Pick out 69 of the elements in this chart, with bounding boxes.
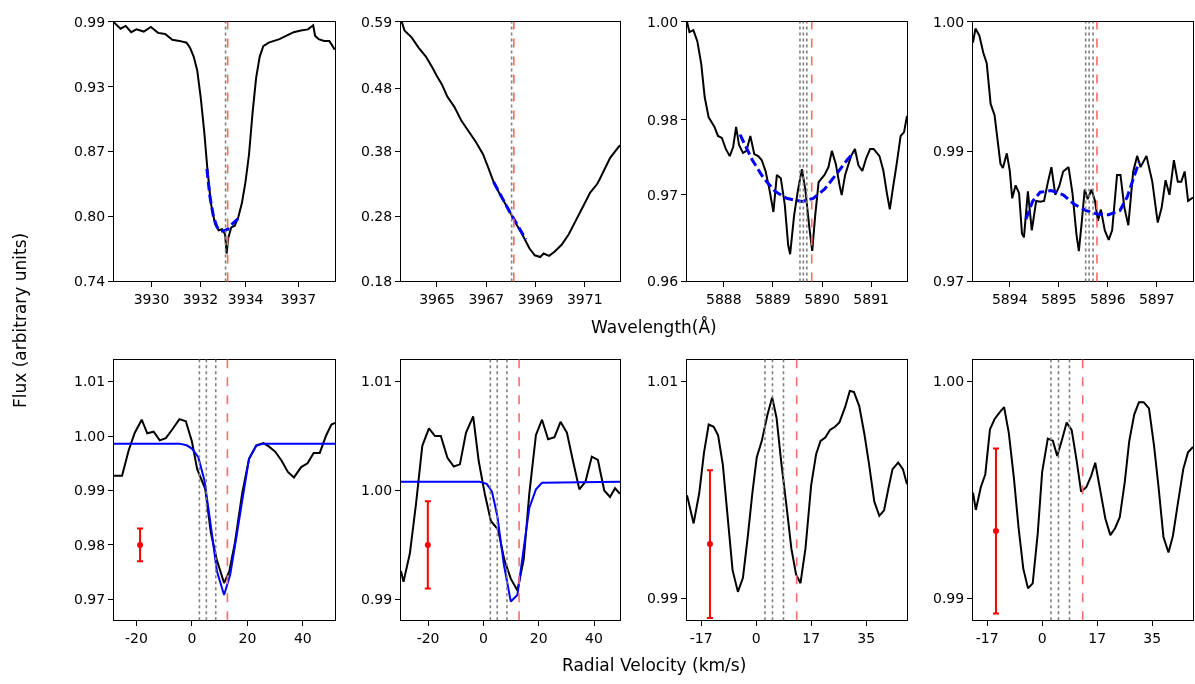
x-tick-label: 5894: [991, 291, 1028, 308]
x-tick-label: -17: [689, 630, 713, 647]
x-tick-label: 5888: [706, 291, 742, 308]
x-tick-label: 3967: [468, 291, 505, 308]
x-tick-label: -20: [416, 630, 440, 647]
line-series: [114, 442, 335, 597]
x-tick-label: 0: [187, 630, 197, 647]
y-tick-label: 0.99: [647, 590, 679, 607]
y-tick-label: 0.38: [361, 143, 393, 160]
x-tick-label: 3932: [182, 291, 219, 308]
x-tick-label: 3930: [133, 291, 170, 308]
x-tick-label: 0: [478, 630, 488, 647]
x-tick-label: 3937: [280, 291, 317, 308]
x-tick-label: 3969: [517, 291, 554, 308]
y-tick-label: 1.01: [74, 373, 106, 390]
x-tick-label: 5895: [1040, 291, 1077, 308]
y-tick-label: 0.99: [361, 591, 393, 608]
x-tick-label: 3971: [566, 291, 603, 308]
x-tick-label: 3965: [419, 291, 455, 308]
y-tick-label: 0.98: [74, 536, 106, 553]
y-tick-label: 1.00: [647, 13, 679, 30]
x-tick-label: 35: [857, 630, 876, 647]
line-series: [401, 480, 620, 603]
y-tick-label: 0.28: [361, 208, 393, 225]
x-tick-label: 17: [802, 630, 821, 647]
y-tick-label: 1.00: [933, 372, 965, 389]
x-tick-label: 35: [1143, 630, 1162, 647]
y-tick-label: 0.87: [74, 143, 106, 160]
x-tick-label: 20: [238, 630, 257, 647]
x-tick-label: 40: [293, 630, 312, 647]
x-tick-label: -17: [975, 630, 999, 647]
y-tick-label: 0.98: [647, 111, 679, 128]
y-tick-label: 1.01: [361, 373, 393, 390]
y-tick-label: 1.01: [647, 372, 679, 389]
y-tick-label: 0.97: [647, 186, 679, 203]
x-tick-label: -20: [125, 630, 148, 647]
x-tick-label: 3934: [227, 291, 264, 308]
x-axis-title: Wavelength(Å): [591, 316, 717, 337]
line-series: [1024, 160, 1141, 221]
y-tick-label: 0.96: [647, 273, 679, 290]
y-tick-label: 0.99: [933, 143, 965, 160]
x-tick-label: 17: [1088, 630, 1107, 647]
x-tick-label: 5890: [804, 291, 840, 308]
x-tick-label: 40: [585, 630, 603, 647]
y-axis-title: Flux (arbitrary units): [10, 232, 30, 408]
y-tick-label: 0.74: [74, 273, 106, 290]
y-tick-label: 0.99: [933, 590, 965, 607]
y-tick-label: 1.00: [74, 427, 106, 444]
line-series: [738, 133, 856, 204]
x-tick-label: 5896: [1089, 291, 1126, 308]
y-tick-label: 0.18: [361, 273, 393, 290]
y-tick-label: 0.99: [74, 13, 106, 30]
y-tick-label: 0.97: [933, 273, 965, 290]
y-tick-label: 1.00: [933, 13, 965, 30]
y-tick-label: 1.00: [361, 482, 393, 499]
y-tick-label: 0.93: [74, 78, 106, 95]
y-tick-label: 0.59: [361, 13, 393, 30]
x-tick-label: 5891: [853, 291, 889, 308]
x-tick-label: 5889: [755, 291, 791, 308]
x-axis-title: Radial Velocity (km/s): [562, 655, 747, 675]
y-tick-label: 0.97: [74, 591, 106, 608]
x-tick-label: 5897: [1138, 291, 1175, 308]
y-tick-label: 0.48: [361, 80, 393, 97]
line-series: [205, 167, 242, 233]
x-tick-label: 0: [1037, 630, 1047, 647]
y-tick-label: 0.99: [74, 482, 106, 499]
x-tick-label: 20: [529, 630, 548, 647]
x-tick-label: 0: [751, 630, 761, 647]
y-tick-label: 0.80: [74, 208, 106, 225]
